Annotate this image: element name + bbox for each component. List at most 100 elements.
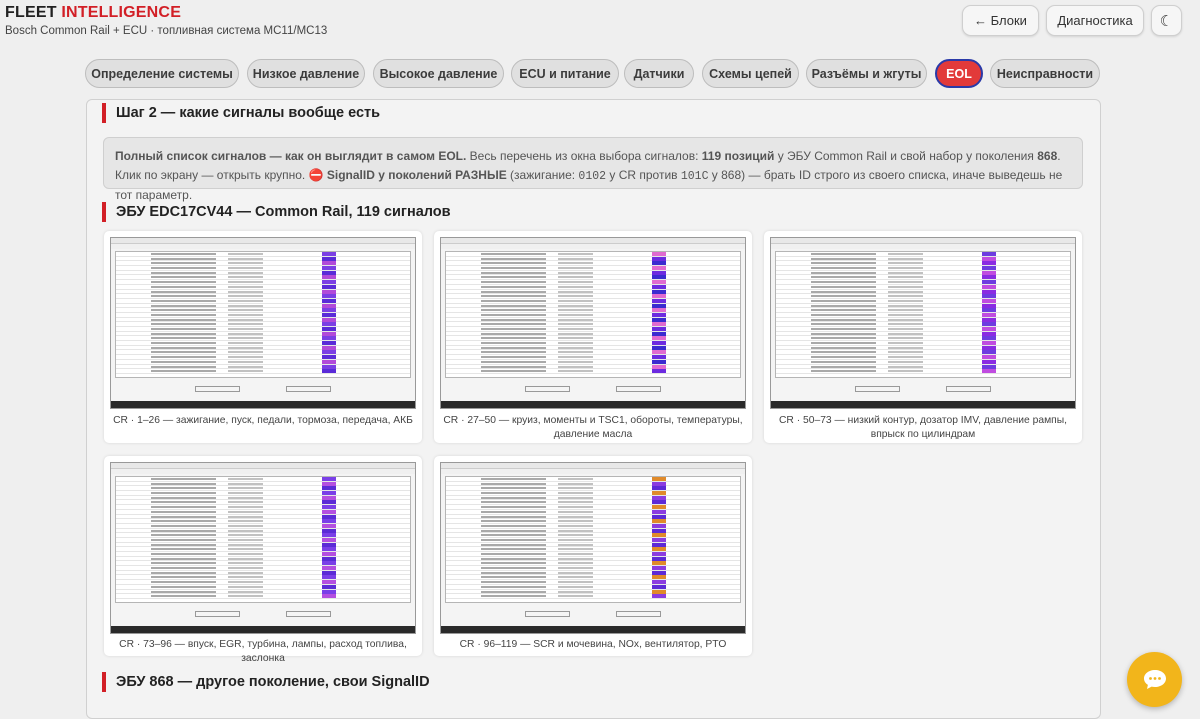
cell-image <box>227 276 263 279</box>
tab-system-definition[interactable]: Определение системы <box>85 59 239 88</box>
screenshot-caption: CR · 50–73 — низкий контур, дозатор IMV,… <box>779 415 1067 440</box>
signal-row-image <box>776 355 1070 360</box>
signal-row-image <box>446 523 740 529</box>
signal-row-image <box>446 369 740 374</box>
signal-row-image <box>116 556 410 562</box>
cell-image <box>981 345 997 350</box>
signal-row-image <box>776 359 1070 365</box>
taskbar-image <box>771 401 1075 408</box>
signal-row-image <box>116 528 410 534</box>
cell-image <box>227 492 263 495</box>
signal-row-image <box>446 500 740 506</box>
signal-row-image <box>446 486 740 492</box>
theme-toggle-button[interactable]: ☾ <box>1151 5 1182 36</box>
cell-image <box>981 369 997 374</box>
tab-faults[interactable]: Неисправности <box>990 59 1100 88</box>
cell-image <box>557 595 593 598</box>
cell-image <box>227 496 263 499</box>
blocks-button[interactable]: ← Блоки <box>962 5 1039 36</box>
cell-image <box>481 309 546 312</box>
tab-low-pressure[interactable]: Низкое давление <box>247 59 365 88</box>
cell-image <box>151 510 216 513</box>
eol-screenshot-thumbnail[interactable] <box>110 462 416 634</box>
cell-image <box>811 342 876 345</box>
cell-image <box>887 290 923 293</box>
cell-image <box>481 276 546 279</box>
cell-image <box>321 275 337 280</box>
signal-row-image <box>446 575 740 581</box>
chat-button[interactable] <box>1127 652 1182 707</box>
cell-image <box>227 309 263 312</box>
cell-image <box>887 299 923 302</box>
cell-image <box>651 261 667 266</box>
window-button-image <box>194 611 241 617</box>
screenshot-card[interactable]: CR · 73–96 — впуск, EGR, турбина, лампы,… <box>104 456 422 664</box>
screenshot-card[interactable]: CR · 1–26 — зажигание, пуск, педали, тор… <box>104 231 422 443</box>
tab-sensors[interactable]: Датчики <box>624 59 694 88</box>
signal-row-image <box>116 289 410 295</box>
cell-image <box>227 595 263 598</box>
eol-screenshot-thumbnail[interactable] <box>110 237 416 409</box>
cell-image <box>557 351 593 354</box>
signal-row-image <box>116 514 410 520</box>
signal-row-image <box>446 537 740 543</box>
tab-high-pressure[interactable]: Высокое давление <box>373 59 504 88</box>
cell-image <box>811 253 876 255</box>
cell-image <box>887 281 923 284</box>
cell-image <box>321 477 337 481</box>
cell-image <box>227 299 263 302</box>
signal-row-image <box>116 355 410 360</box>
cell-image <box>227 285 263 288</box>
eol-screenshot-thumbnail[interactable] <box>440 462 746 634</box>
screenshot-card[interactable]: CR · 50–73 — низкий контур, дозатор IMV,… <box>764 231 1082 443</box>
note-text-5: у CR против <box>606 168 681 182</box>
cell-image <box>227 271 263 274</box>
cell-image <box>811 267 876 270</box>
eol-screenshot-thumbnail[interactable] <box>440 237 746 409</box>
signal-row-image <box>446 552 740 557</box>
tab-connectors-harnesses[interactable]: Разъёмы и жгуты <box>806 59 927 88</box>
cell-image <box>651 594 667 599</box>
cell-image <box>321 514 337 519</box>
signal-row-image <box>776 350 1070 356</box>
cell-image <box>651 584 667 589</box>
note-lead: Полный список сигналов — как он выглядит… <box>115 149 467 163</box>
signal-row-image <box>446 519 740 524</box>
cell-image <box>811 276 876 279</box>
cell-image <box>811 262 876 265</box>
cell-image <box>981 275 997 280</box>
window-button-image <box>285 386 332 392</box>
cell-image <box>227 360 263 363</box>
signal-row-image <box>776 284 1070 290</box>
signal-table-image <box>775 251 1071 378</box>
screenshot-card[interactable]: CR · 27–50 — круиз, моменты и TSC1, обор… <box>434 231 752 443</box>
cell-image <box>557 346 593 349</box>
cell-image <box>151 281 216 284</box>
note-warning: SignalID у поколений РАЗНЫЕ <box>323 168 507 182</box>
cell-image <box>151 524 216 527</box>
cell-image <box>811 356 876 359</box>
cell-image <box>981 303 997 308</box>
tab-ecu-power[interactable]: ECU и питание <box>511 59 619 88</box>
step-heading: Шаг 2 — какие сигналы вообще есть <box>102 103 380 123</box>
tab-circuit-diagrams[interactable]: Схемы цепей <box>702 59 799 88</box>
cell-image <box>321 350 337 355</box>
no-entry-icon: ⛔ <box>308 168 324 182</box>
cell-image <box>151 365 216 368</box>
signal-row-image <box>446 547 740 552</box>
eol-screenshot-thumbnail[interactable] <box>770 237 1076 409</box>
cell-image <box>481 281 546 284</box>
brand-logo[interactable]: FLEET INTELLIGENCE <box>5 4 181 22</box>
signal-table-image <box>115 476 411 603</box>
cell-image <box>651 322 667 327</box>
cell-image <box>481 482 546 485</box>
window-button-image <box>524 386 571 392</box>
diagnostics-button[interactable]: Диагностика <box>1046 5 1144 36</box>
screenshot-card[interactable]: CR · 96–119 — SCR и мочевина, NOx, венти… <box>434 456 752 656</box>
tab-eol[interactable]: EOL <box>935 59 983 88</box>
cell-image <box>557 501 593 504</box>
signal-row-image <box>116 491 410 496</box>
signal-row-image <box>446 289 740 295</box>
cell-image <box>557 365 593 368</box>
window-button-image <box>524 611 571 617</box>
